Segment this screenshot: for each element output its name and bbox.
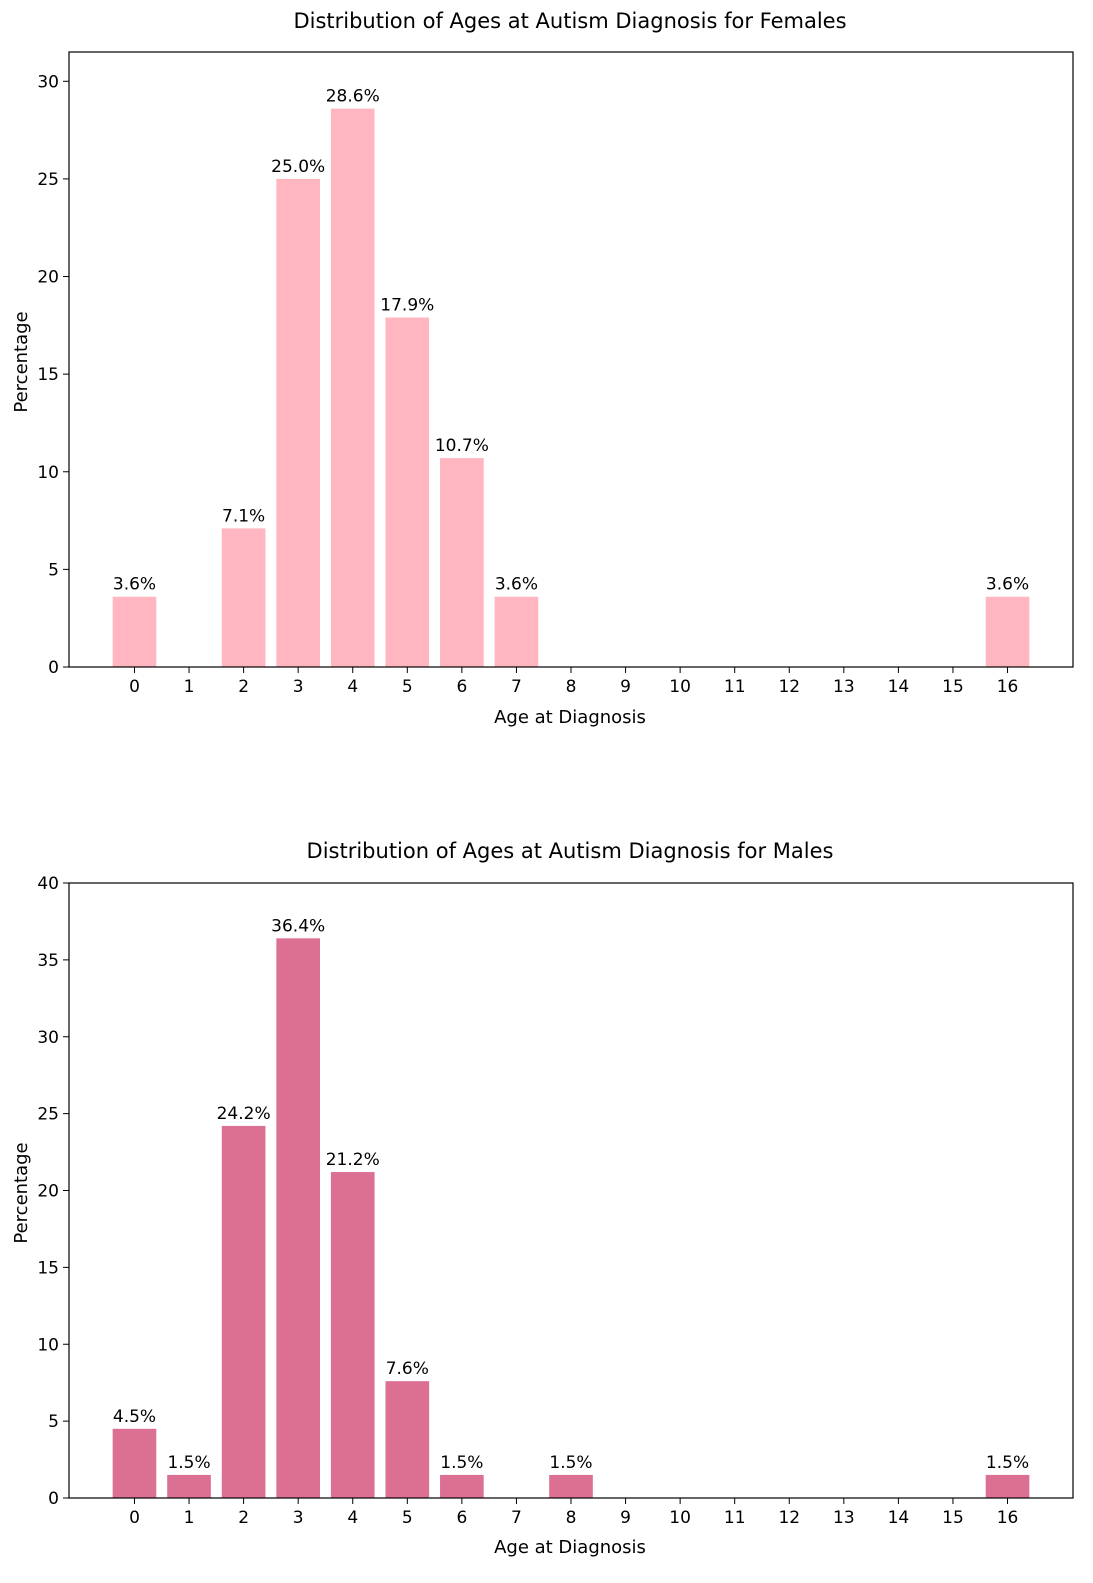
y-tick-label: 5 <box>48 1412 59 1432</box>
data-label: 25.0% <box>271 157 325 177</box>
y-tick-label: 5 <box>48 560 59 580</box>
plot-area: 4.5% 1.5% 24.2% 36.4% 21.2% 7.6% 1.5% 1.5% 1.5% 0… <box>37 874 1030 1528</box>
x-tick-label: 8 <box>566 1508 577 1528</box>
data-label: 21.2% <box>326 1150 380 1170</box>
data-label: 4.5% <box>113 1407 156 1427</box>
bar <box>330 1172 375 1498</box>
x-tick-label: 4 <box>347 677 358 697</box>
bar <box>440 1474 484 1498</box>
y-tick-label: 35 <box>37 951 59 971</box>
x-tick-label: 14 <box>888 1508 910 1528</box>
male-age-chart: Distribution of Ages at Autism Diagnosis… <box>11 839 1074 1558</box>
x-tick-label: 7 <box>511 677 522 697</box>
x-tick-label: 5 <box>402 1508 413 1528</box>
x-tick-label: 3 <box>293 677 304 697</box>
x-tick-label: 6 <box>456 1508 467 1528</box>
bar <box>385 317 430 667</box>
chart-title: Distribution of Ages at Autism Diagnosis… <box>293 9 846 33</box>
bar <box>276 938 320 1498</box>
data-label: 24.2% <box>217 1104 271 1124</box>
female-age-chart: Distribution of Ages at Autism Diagnosis… <box>11 9 1074 728</box>
y-tick-label: 15 <box>37 1258 59 1278</box>
x-tick-label: 16 <box>997 677 1019 697</box>
x-tick-label: 6 <box>456 677 467 697</box>
bar <box>112 1428 157 1498</box>
data-label: 1.5% <box>986 1453 1029 1473</box>
x-tick-label: 4 <box>347 1508 358 1528</box>
data-label: 36.4% <box>271 916 325 936</box>
y-tick-label: 25 <box>37 170 59 190</box>
x-tick-label: 0 <box>129 677 140 697</box>
data-label: 10.7% <box>435 436 489 456</box>
data-label: 3.6% <box>986 575 1029 595</box>
x-tick-label: 5 <box>402 677 413 697</box>
bar <box>221 1125 266 1498</box>
y-axis-label: Percentage <box>11 311 32 412</box>
x-tick-label: 16 <box>997 1508 1019 1528</box>
y-tick-label: 40 <box>37 874 59 894</box>
bar <box>221 528 266 667</box>
plot-frame <box>68 51 1074 668</box>
x-tick-label: 12 <box>778 1508 800 1528</box>
data-label: 3.6% <box>113 575 156 595</box>
x-tick-label: 3 <box>293 1508 304 1528</box>
plot-area: 3.6%7.1%25.0%28.6%17.9%10.7%3.6% 3.6%0 1 2 3… <box>37 72 1030 697</box>
plot-frame <box>68 882 1074 1499</box>
x-tick-label: 10 <box>669 677 691 697</box>
bar <box>440 458 484 667</box>
x-axis-label: Age at Diagnosis <box>494 707 646 728</box>
y-tick-label: 20 <box>37 268 59 288</box>
x-tick-label: 13 <box>833 1508 855 1528</box>
x-tick-label: 7 <box>511 1508 522 1528</box>
x-tick-label: 8 <box>566 677 577 697</box>
bar <box>330 108 375 668</box>
x-tick-label: 11 <box>724 677 746 697</box>
x-tick-label: 2 <box>238 1508 249 1528</box>
bar <box>276 178 320 667</box>
x-tick-label: 15 <box>942 677 964 697</box>
y-tick-label: 10 <box>37 463 59 483</box>
x-tick-label: 9 <box>620 677 631 697</box>
y-tick-label: 25 <box>37 1105 59 1125</box>
x-axis-label: Age at Diagnosis <box>494 1537 646 1558</box>
x-tick-label: 2 <box>238 677 249 697</box>
x-tick-label: 15 <box>942 1508 964 1528</box>
x-tick-label: 0 <box>129 1508 140 1528</box>
bar <box>112 596 157 667</box>
data-label: 7.1% <box>222 506 265 526</box>
x-tick-label: 14 <box>888 677 910 697</box>
data-label: 17.9% <box>380 296 434 316</box>
bar <box>985 596 1030 667</box>
y-tick-label: 10 <box>37 1335 59 1355</box>
x-tick-label: 10 <box>669 1508 691 1528</box>
y-tick-label: 30 <box>37 1028 59 1048</box>
x-tick-label: 1 <box>184 1508 195 1528</box>
x-tick-label: 1 <box>184 677 195 697</box>
bar <box>167 1474 211 1498</box>
chart-title: Distribution of Ages at Autism Diagnosis… <box>307 839 834 863</box>
y-axis-label: Percentage <box>11 1142 32 1243</box>
bar <box>985 1474 1030 1498</box>
data-label: 3.6% <box>495 575 538 595</box>
x-tick-label: 11 <box>724 1508 746 1528</box>
data-label: 1.5% <box>440 1453 483 1473</box>
y-tick-label: 0 <box>48 658 59 678</box>
x-tick-label: 9 <box>620 1508 631 1528</box>
y-tick-label: 30 <box>37 72 59 92</box>
y-tick-label: 20 <box>37 1182 59 1202</box>
x-tick-label: 12 <box>778 677 800 697</box>
y-tick-label: 0 <box>48 1489 59 1509</box>
bar <box>549 1474 593 1498</box>
bar <box>385 1381 430 1498</box>
bar <box>494 596 539 667</box>
x-tick-label: 13 <box>833 677 855 697</box>
data-label: 1.5% <box>549 1453 592 1473</box>
data-label: 28.6% <box>326 87 380 107</box>
data-label: 7.6% <box>386 1359 429 1379</box>
data-label: 1.5% <box>167 1453 210 1473</box>
y-tick-label: 15 <box>37 365 59 385</box>
